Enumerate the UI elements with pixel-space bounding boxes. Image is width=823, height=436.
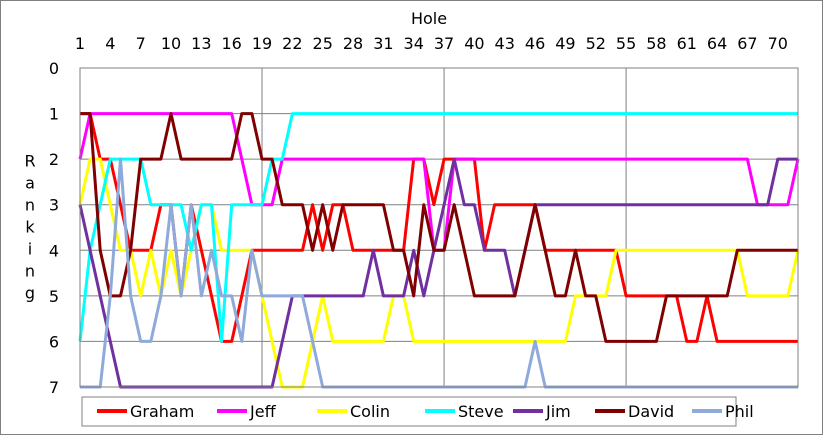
series-line-jim [78,157,798,389]
x-tick-label: 7 [136,34,146,53]
y-axis-title-letter: k [25,218,35,237]
y-tick-label: 2 [49,150,59,169]
x-tick-label: 1 [75,34,85,53]
x-tick-label: 58 [646,34,666,53]
x-tick-label: 52 [586,34,606,53]
y-tick-label: 6 [49,332,59,351]
legend-label: Steve [458,402,504,421]
legend-label: Colin [350,402,390,421]
legend-box [81,396,737,427]
x-tick-label: 34 [404,34,424,53]
y-tick-label: 7 [49,378,59,397]
x-tick-label: 70 [768,34,788,53]
y-tick-label: 0 [49,59,59,78]
y-axis-title-letter: g [25,284,35,303]
x-tick-label: 4 [105,34,115,53]
x-tick-label: 61 [677,34,697,53]
x-tick-label: 22 [282,34,302,53]
y-axis-title-letter: n [25,262,35,281]
y-tick-label: 4 [49,241,59,260]
x-tick-label: 49 [555,34,575,53]
x-tick-label: 64 [707,34,727,53]
plot-area-frame [79,67,799,388]
legend: Graham Jeff Colin Steve Jim David Phil [81,396,754,427]
x-tick-label: 37 [434,34,454,53]
y-tick-labels: 0 1 2 3 4 5 6 7 [49,59,59,397]
series-line-graham [80,112,798,343]
legend-label: Graham [130,402,194,421]
series-line-colin [78,157,800,389]
legend-label: David [628,402,674,421]
x-tick-label: 43 [495,34,515,53]
y-tick-label: 3 [49,196,59,215]
x-axis-title: Hole [411,9,447,28]
series-line-steve [78,112,798,343]
y-tick-label: 1 [49,105,59,124]
x-tick-label: 19 [252,34,272,53]
legend-label: Phil [725,402,754,421]
x-tick-label: 25 [313,34,333,53]
x-tick-label: 40 [464,34,484,53]
y-axis-title-letter: n [25,196,35,215]
x-tick-label: 13 [191,34,211,53]
series-line-phil [80,157,798,389]
legend-label: Jeff [249,402,277,421]
x-tick-label: 55 [616,34,636,53]
y-axis-title-letter: a [25,174,35,193]
x-tick-label: 67 [737,34,757,53]
legend-label: Jim [545,402,571,421]
x-tick-label: 16 [222,34,242,53]
series-line-david [80,112,798,343]
x-tick-labels: 1 4 7 10 13 16 19 22 25 28 31 34 37 40 43 46 49 52 55 58 61 6… [75,34,788,53]
x-tick-label: 31 [373,34,393,53]
x-tick-label: 10 [161,34,181,53]
y-axis-title-letter: R [24,152,35,171]
x-tick-label: 28 [343,34,363,53]
y-tick-label: 5 [49,287,59,306]
x-tick-label: 46 [525,34,545,53]
y-axis-title-letter: i [28,240,32,259]
